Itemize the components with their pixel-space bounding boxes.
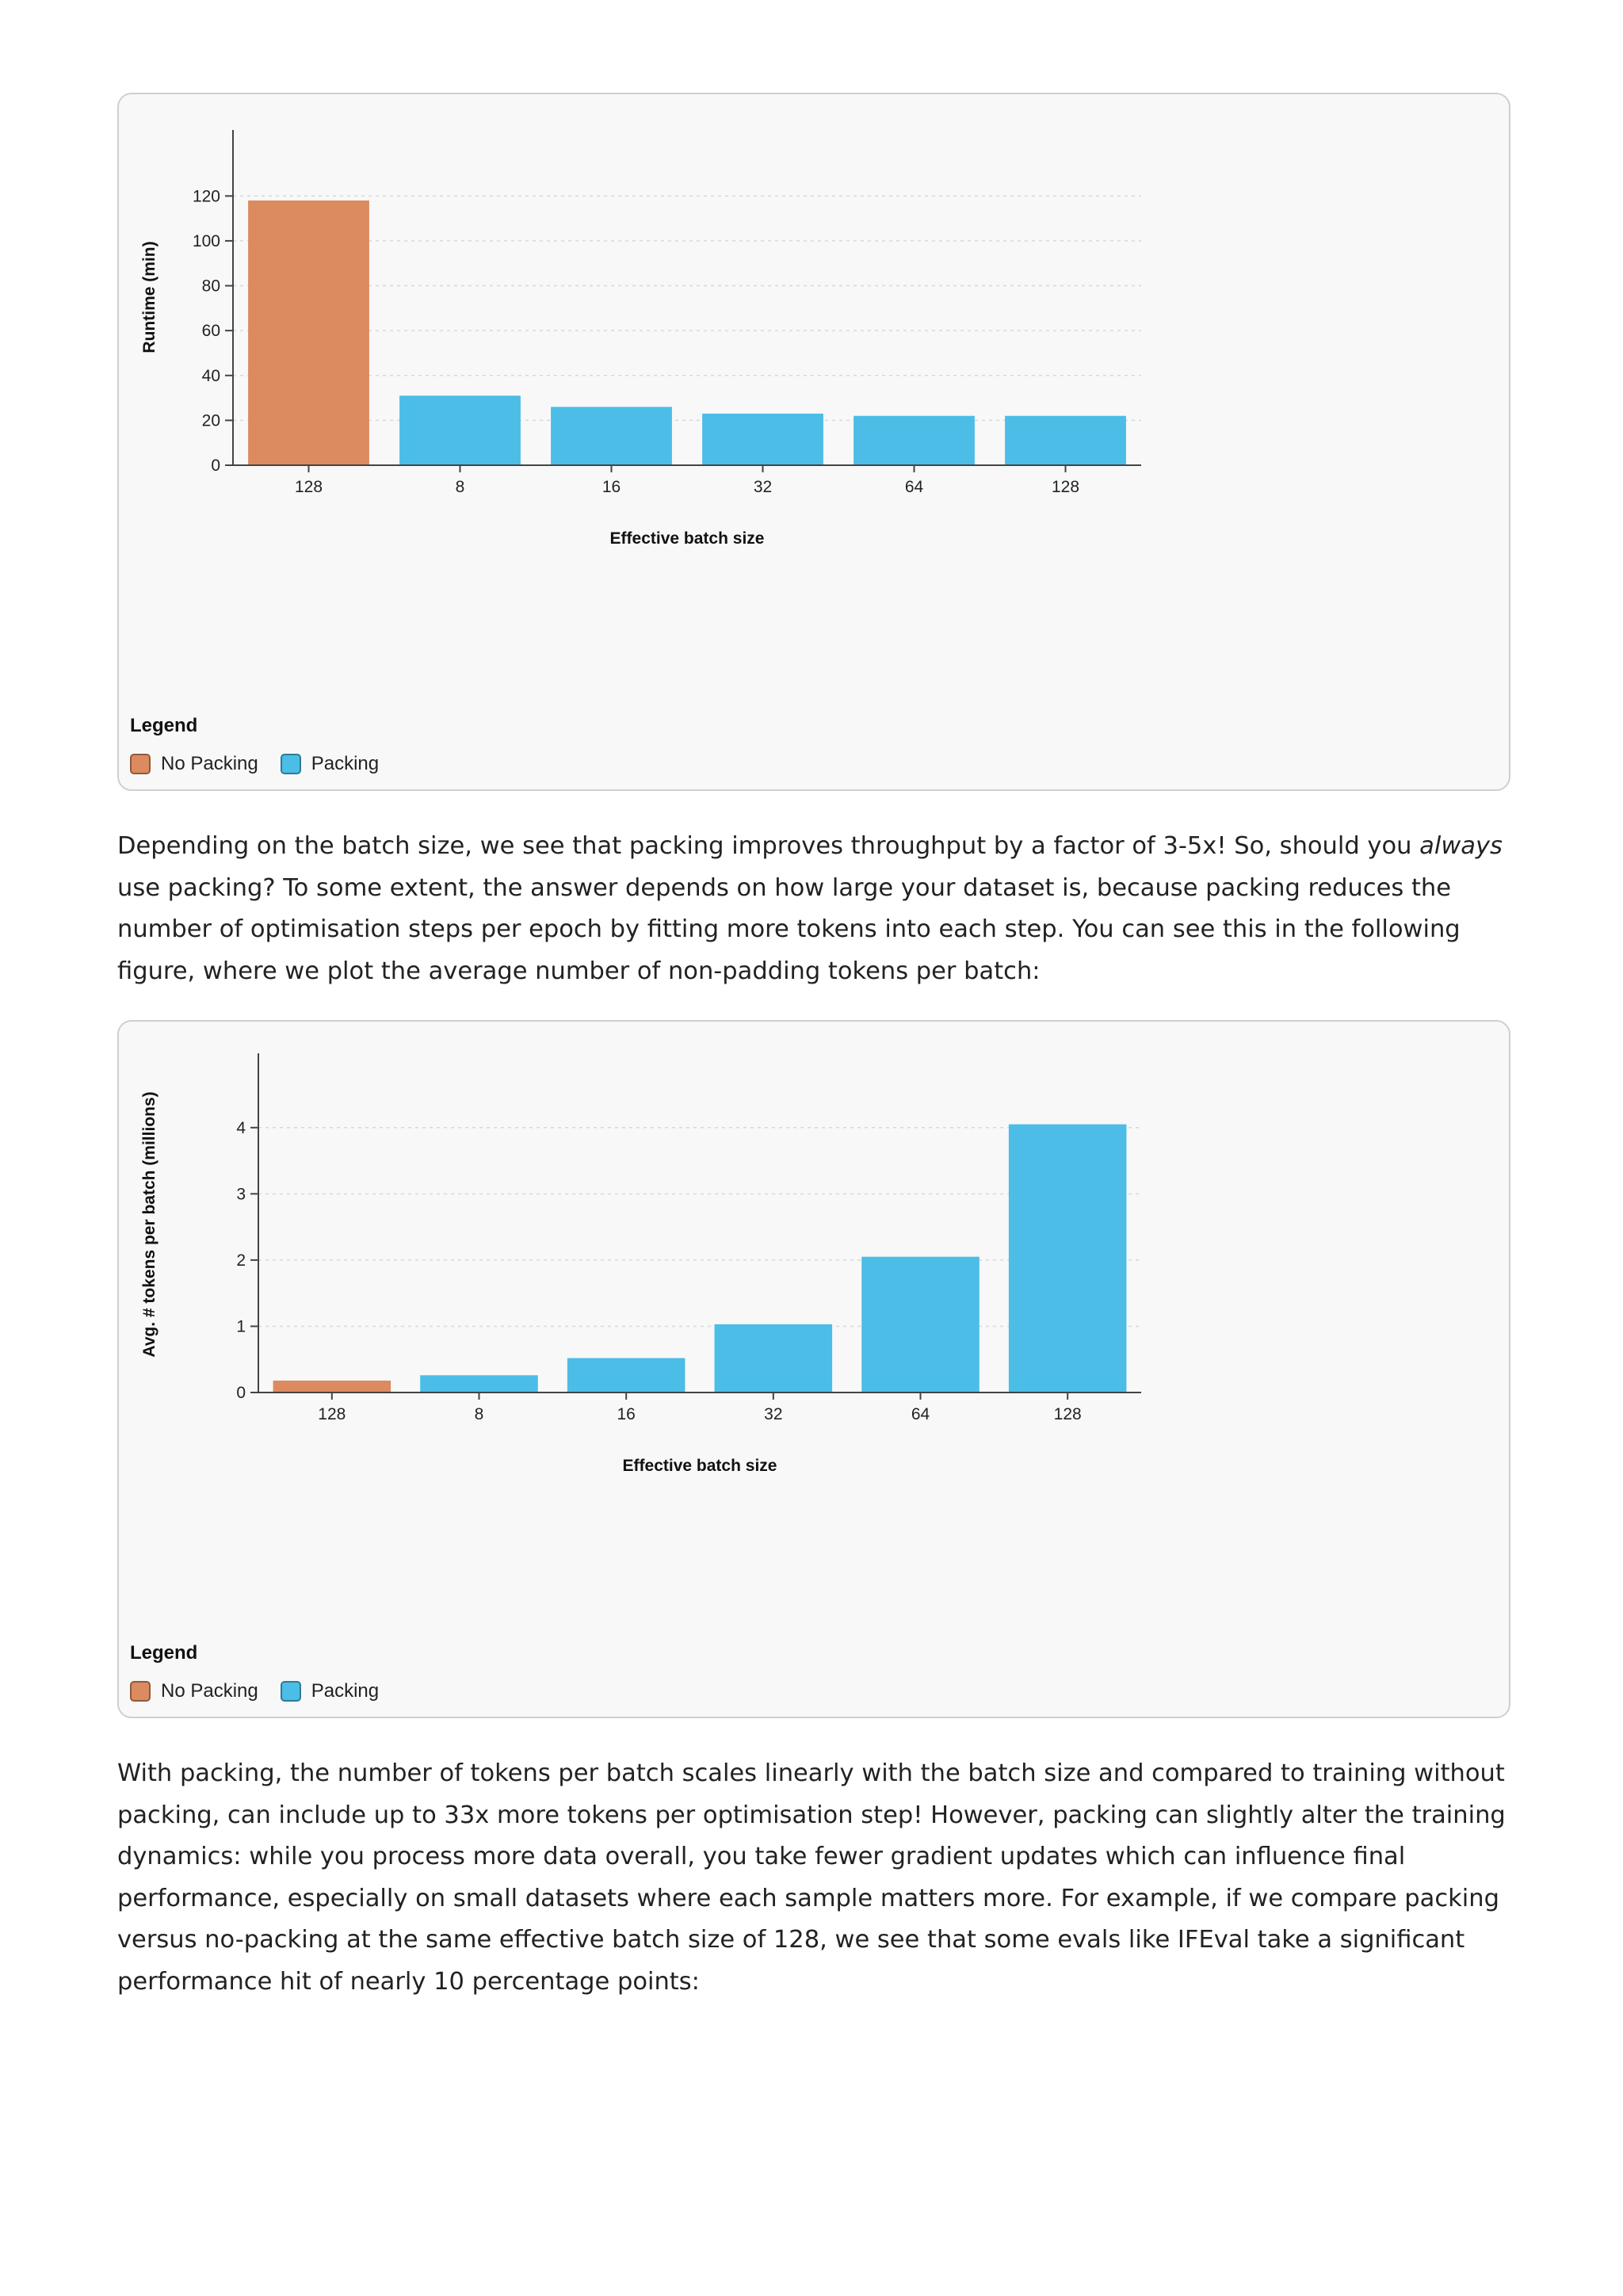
y-tick-label: 3: [236, 1185, 246, 1203]
no-packing-swatch: [130, 1681, 151, 1702]
no-packing-swatch: [130, 754, 151, 774]
bar-packing: [420, 1375, 538, 1392]
x-tick-label: 128: [295, 478, 323, 496]
y-tick-label: 40: [202, 367, 220, 385]
y-axis-title: Runtime (min): [140, 241, 158, 353]
tokens-bar-chart: 0 1 2 3 4 128 8 16 32 64 128 Effective batch size Av…: [140, 1053, 1141, 1475]
para1-emphasis: always: [1419, 832, 1503, 860]
y-tick-label: 120: [193, 187, 220, 205]
x-tick-label: 64: [905, 478, 924, 496]
packing-swatch: [280, 754, 301, 774]
x-axis-title: Effective batch size: [610, 529, 765, 548]
bar-no-packing: [273, 1380, 391, 1392]
legend-item-packing[interactable]: Packing: [280, 1680, 380, 1702]
legend-item-no-packing[interactable]: No Packing: [130, 753, 258, 775]
bar-packing: [854, 415, 975, 465]
runtime-bar-chart: 0 20 40 60 80 100 120 128 8 16 32 64 128 Effective ba…: [140, 130, 1141, 548]
legend-item-no-packing[interactable]: No Packing: [130, 1680, 258, 1702]
chart-legend: Legend No Packing Packing: [130, 1642, 401, 1702]
x-tick-label: 128: [318, 1405, 346, 1423]
x-tick-label: 32: [754, 478, 772, 496]
x-tick-label: 128: [1054, 1405, 1082, 1423]
packing-swatch: [280, 1681, 301, 1702]
para1-text-b: use packing? To some extent, the answer …: [117, 873, 1461, 985]
bar-packing: [702, 413, 823, 465]
legend-label-packing: Packing: [311, 1680, 380, 1702]
bar-no-packing: [248, 200, 369, 465]
x-axis-title: Effective batch size: [623, 1457, 777, 1475]
bar-packing: [714, 1324, 833, 1392]
legend-item-packing[interactable]: Packing: [280, 753, 380, 775]
bar-packing: [567, 1358, 685, 1392]
y-tick-label: 80: [202, 277, 220, 296]
x-tick-label: 8: [475, 1405, 484, 1423]
x-tick-label: 128: [1052, 478, 1079, 496]
bar-packing: [861, 1256, 980, 1392]
y-tick-label: 100: [193, 232, 220, 250]
x-tick-label: 64: [911, 1405, 930, 1423]
runtime-chart-card: 0 20 40 60 80 100 120 128 8 16 32 64 128 Effective ba…: [117, 93, 1510, 791]
bar-packing: [1008, 1124, 1127, 1392]
y-tick-label: 4: [236, 1119, 246, 1137]
x-tick-label: 16: [617, 1405, 635, 1423]
legend-title: Legend: [130, 1642, 198, 1664]
bar-packing: [551, 407, 672, 465]
legend-label-packing: Packing: [311, 753, 380, 774]
y-tick-label: 0: [211, 457, 220, 475]
chart-legend: Legend No Packing Packing: [130, 715, 401, 775]
y-tick-label: 1: [236, 1317, 246, 1335]
para1-text-a: Depending on the batch size, we see that…: [117, 832, 1420, 860]
bar-packing: [399, 395, 521, 465]
legend-title: Legend: [130, 715, 198, 736]
y-tick-label: 2: [236, 1251, 246, 1270]
body-paragraph-2: With packing, the number of tokens per b…: [117, 1759, 1506, 1996]
x-tick-label: 32: [764, 1405, 782, 1423]
tokens-chart-card: 0 1 2 3 4 128 8 16 32 64 128 Effective batch size Av…: [117, 1020, 1510, 1718]
legend-label-no-packing: No Packing: [161, 1680, 258, 1702]
y-axis-title: Avg. # tokens per batch (millions): [140, 1091, 158, 1357]
legend-label-no-packing: No Packing: [161, 753, 258, 774]
y-tick-label: 0: [236, 1384, 246, 1402]
x-tick-label: 16: [602, 478, 621, 496]
body-paragraph-1: Depending on the batch size, we see that…: [117, 826, 1512, 992]
y-tick-label: 60: [202, 322, 220, 340]
bar-packing: [1005, 415, 1126, 465]
y-tick-label: 20: [202, 411, 220, 430]
x-tick-label: 8: [456, 478, 465, 496]
